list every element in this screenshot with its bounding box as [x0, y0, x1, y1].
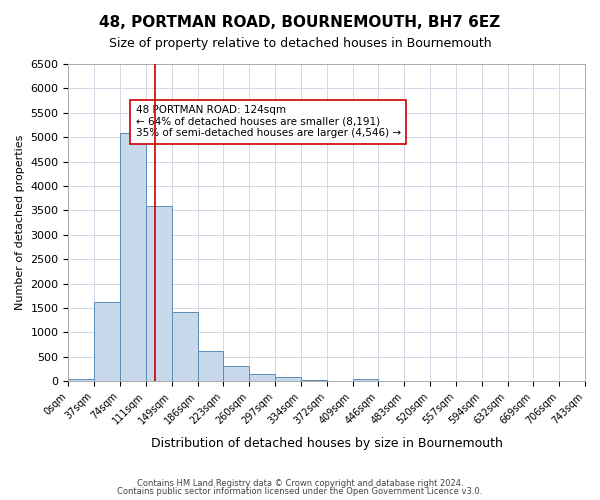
X-axis label: Distribution of detached houses by size in Bournemouth: Distribution of detached houses by size …	[151, 437, 503, 450]
Text: Contains public sector information licensed under the Open Government Licence v3: Contains public sector information licen…	[118, 487, 482, 496]
Bar	[68, 378, 94, 381]
Bar	[301, 380, 327, 381]
Bar	[197, 351, 223, 381]
Bar	[94, 302, 120, 381]
Text: 48 PORTMAN ROAD: 124sqm
← 64% of detached houses are smaller (8,191)
35% of semi: 48 PORTMAN ROAD: 124sqm ← 64% of detache…	[136, 105, 401, 138]
Bar	[223, 366, 249, 381]
Bar	[146, 206, 172, 381]
Text: Size of property relative to detached houses in Bournemouth: Size of property relative to detached ho…	[109, 38, 491, 51]
Bar	[353, 378, 379, 381]
Bar	[120, 134, 146, 381]
Y-axis label: Number of detached properties: Number of detached properties	[15, 135, 25, 310]
Bar	[275, 377, 301, 381]
Bar	[172, 312, 197, 381]
Text: 48, PORTMAN ROAD, BOURNEMOUTH, BH7 6EZ: 48, PORTMAN ROAD, BOURNEMOUTH, BH7 6EZ	[100, 15, 500, 30]
Text: Contains HM Land Registry data © Crown copyright and database right 2024.: Contains HM Land Registry data © Crown c…	[137, 478, 463, 488]
Bar	[249, 374, 275, 381]
